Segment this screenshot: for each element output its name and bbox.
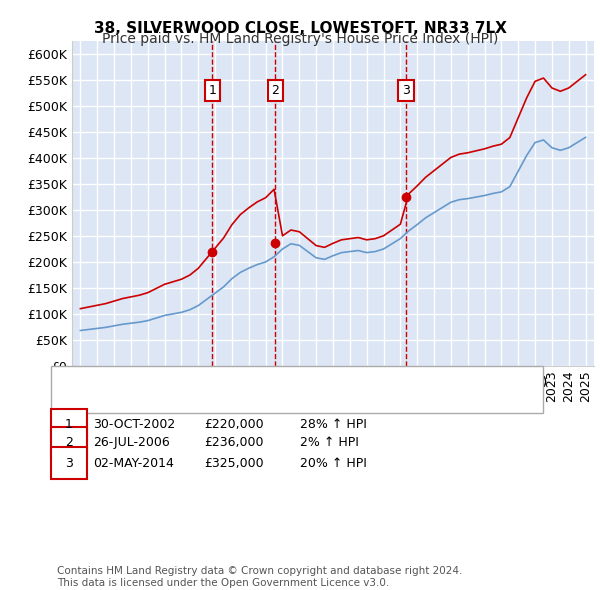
Text: ─────: ───── (72, 375, 118, 390)
Text: 3: 3 (402, 84, 410, 97)
Text: £220,000: £220,000 (204, 418, 263, 431)
Text: 2% ↑ HPI: 2% ↑ HPI (300, 436, 359, 449)
Text: 28% ↑ HPI: 28% ↑ HPI (300, 418, 367, 431)
Text: 1: 1 (65, 418, 73, 431)
Text: 02-MAY-2014: 02-MAY-2014 (93, 457, 174, 470)
Text: 38, SILVERWOOD CLOSE, LOWESTOFT, NR33 7LX (detached house): 38, SILVERWOOD CLOSE, LOWESTOFT, NR33 7L… (126, 376, 547, 389)
Text: Price paid vs. HM Land Registry's House Price Index (HPI): Price paid vs. HM Land Registry's House … (102, 32, 498, 47)
Text: 1: 1 (208, 84, 216, 97)
Text: £236,000: £236,000 (204, 436, 263, 449)
Text: HPI: Average price, detached house, East Suffolk: HPI: Average price, detached house, East… (126, 391, 433, 404)
Text: 38, SILVERWOOD CLOSE, LOWESTOFT, NR33 7LX: 38, SILVERWOOD CLOSE, LOWESTOFT, NR33 7L… (94, 21, 506, 35)
Text: ─────: ───── (72, 389, 118, 405)
Text: 26-JUL-2006: 26-JUL-2006 (93, 436, 170, 449)
Text: 30-OCT-2002: 30-OCT-2002 (93, 418, 175, 431)
Text: £325,000: £325,000 (204, 457, 263, 470)
Text: 2: 2 (271, 84, 279, 97)
Text: 38, SILVERWOOD CLOSE, LOWESTOFT, NR33 7LX (detached house): 38, SILVERWOOD CLOSE, LOWESTOFT, NR33 7L… (126, 376, 547, 389)
Text: Contains HM Land Registry data © Crown copyright and database right 2024.
This d: Contains HM Land Registry data © Crown c… (57, 566, 463, 588)
Text: 3: 3 (65, 457, 73, 470)
Text: HPI: Average price, detached house, East Suffolk: HPI: Average price, detached house, East… (126, 391, 433, 404)
Text: ─────: ───── (72, 375, 118, 390)
Text: 2: 2 (65, 436, 73, 449)
Text: ─────: ───── (72, 389, 118, 405)
Text: 20% ↑ HPI: 20% ↑ HPI (300, 457, 367, 470)
